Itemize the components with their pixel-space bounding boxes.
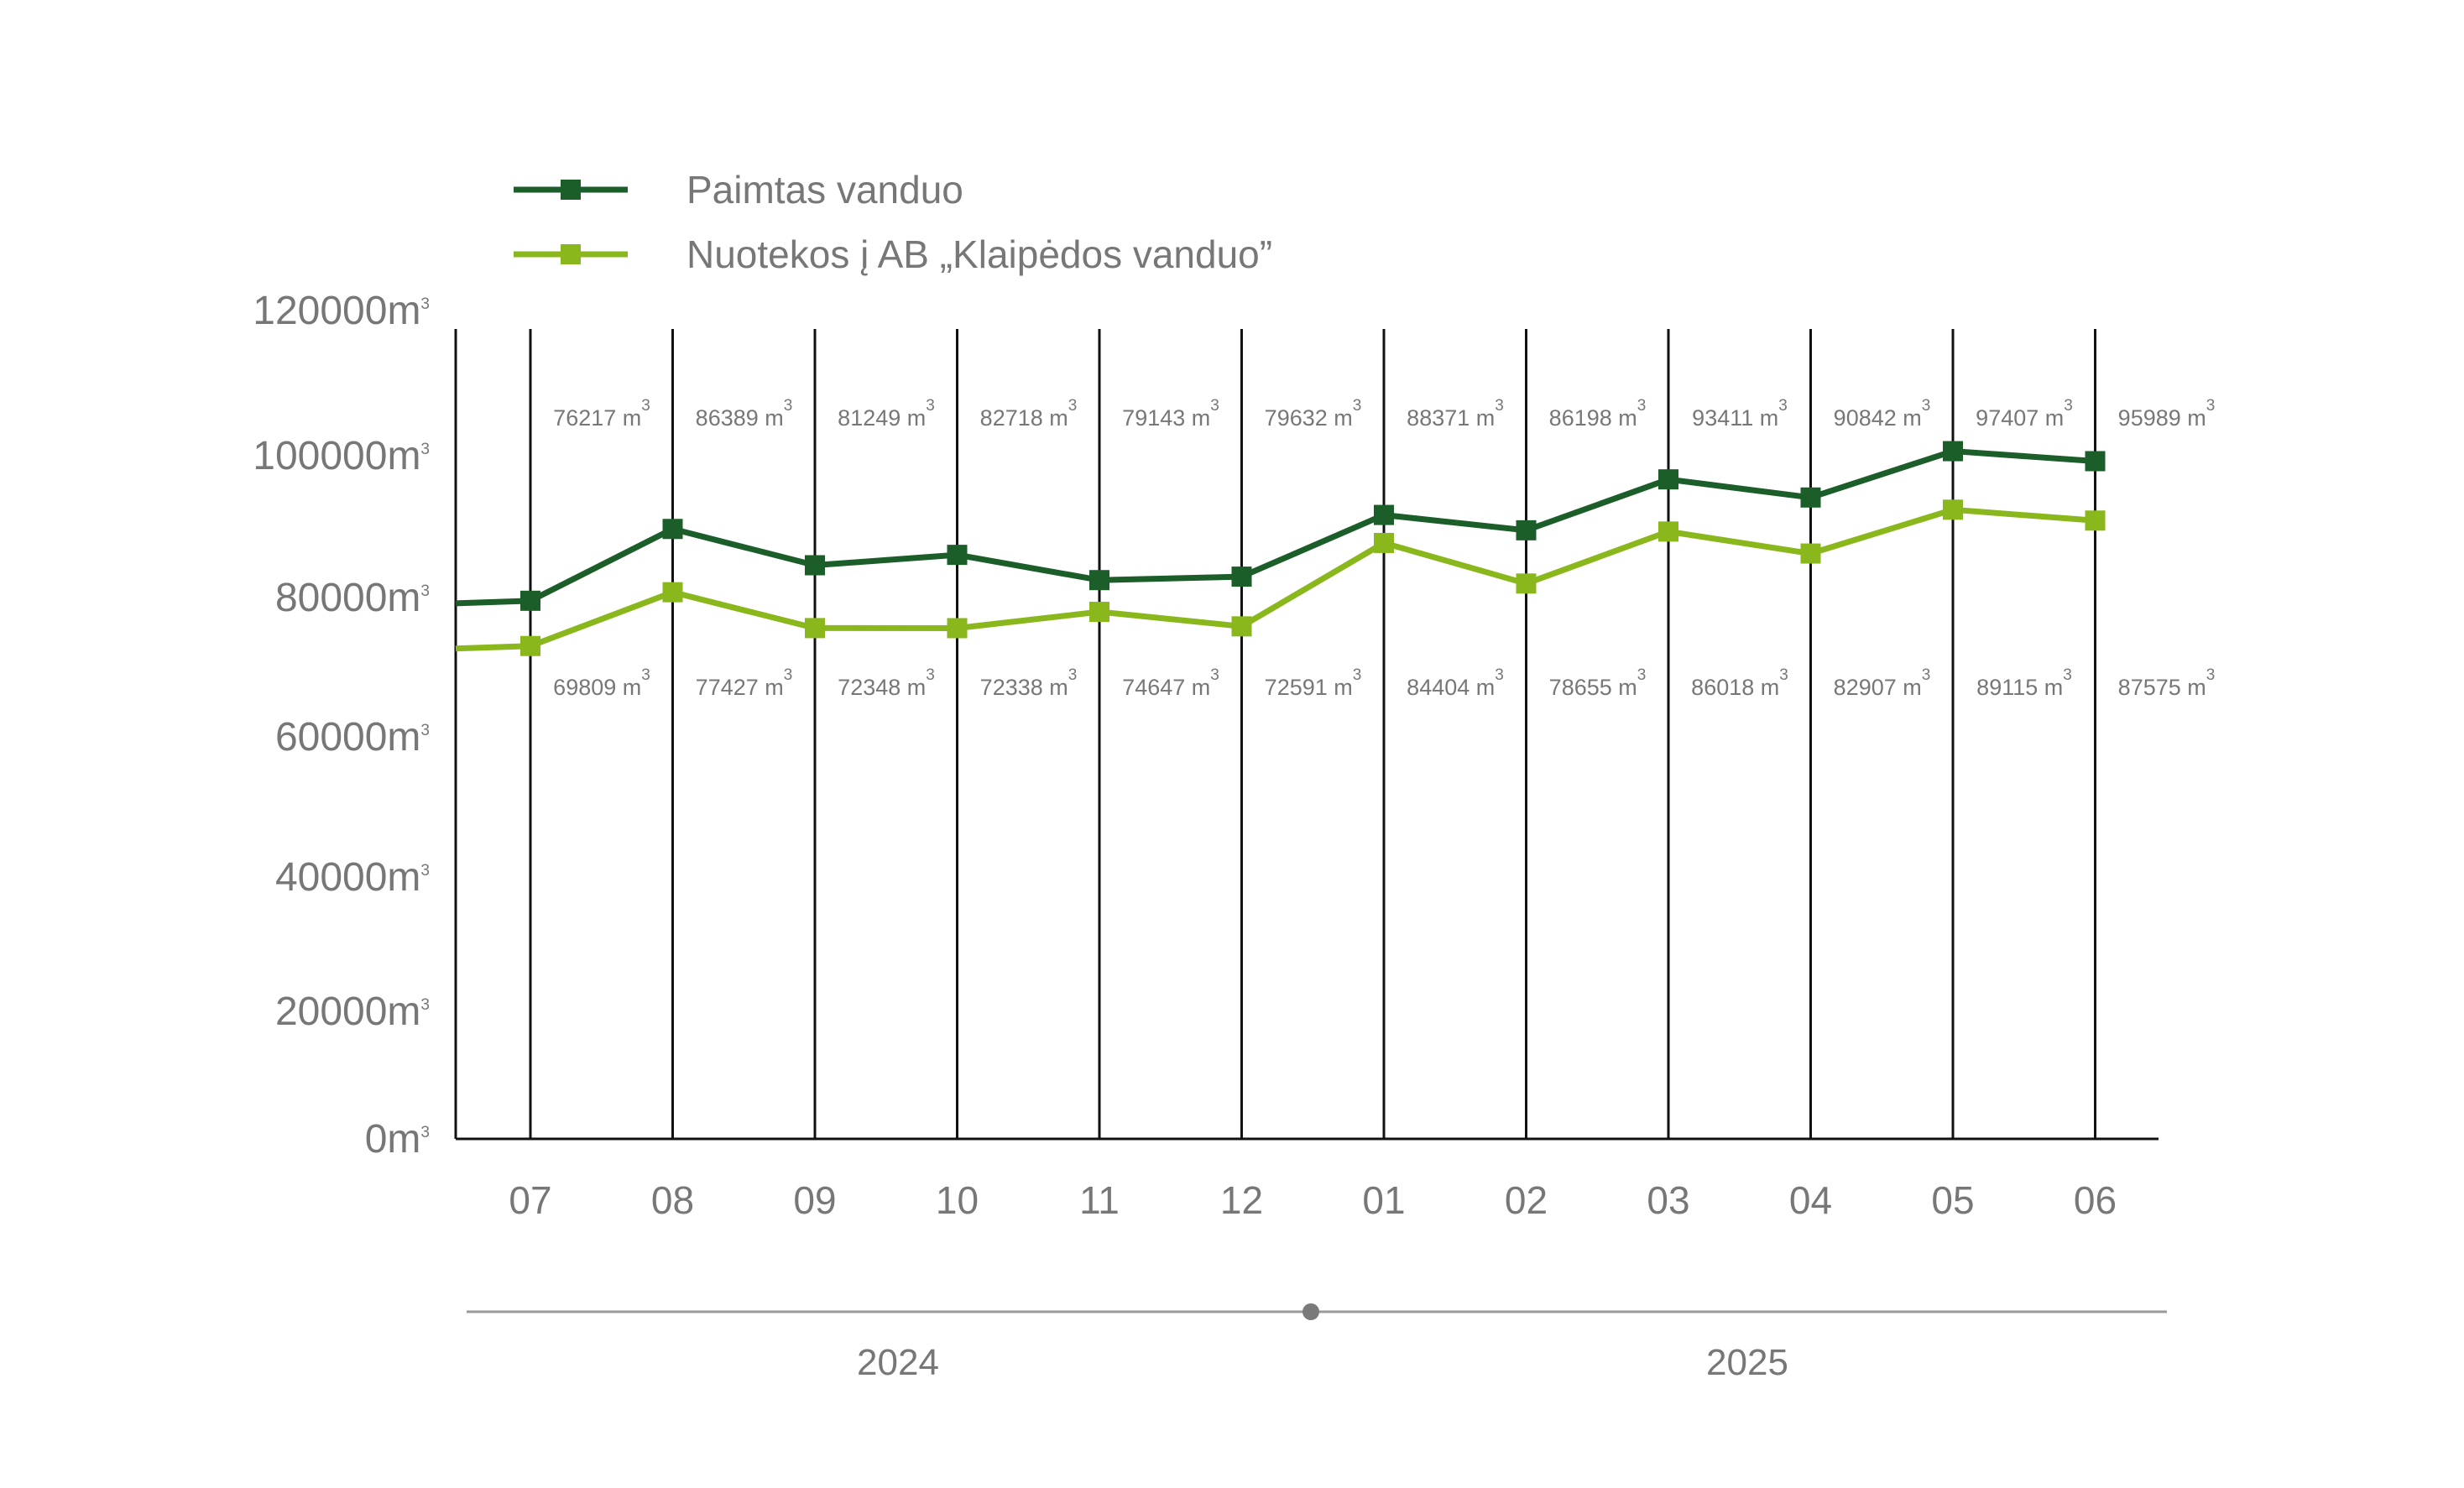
data-point — [1231, 616, 1252, 637]
data-point — [662, 582, 683, 603]
y-tick-label: 80000m3 — [275, 576, 430, 620]
data-point — [947, 618, 968, 639]
data-point — [2085, 451, 2106, 472]
data-label: 81249 m3 — [838, 397, 935, 431]
x-tick-label: 01 — [1362, 1178, 1405, 1222]
data-label: 84404 m3 — [1407, 666, 1504, 700]
data-label: 79143 m3 — [1122, 397, 1219, 431]
data-point — [1943, 441, 1963, 462]
series-line — [455, 448, 2096, 607]
series-layer — [455, 441, 2106, 656]
x-tick-label: 11 — [1079, 1178, 1120, 1222]
legend-label: Paimtas vanduo — [686, 168, 963, 211]
data-label: 86018 m3 — [1691, 666, 1788, 700]
data-label: 88371 m3 — [1407, 397, 1504, 431]
year-label: 2024 — [857, 1342, 939, 1383]
data-label: 82907 m3 — [1834, 666, 1931, 700]
y-tick-label: 0m3 — [365, 1117, 430, 1162]
data-point — [1943, 499, 1963, 520]
x-tick-label: 02 — [1505, 1178, 1548, 1222]
legend-marker — [561, 244, 581, 264]
data-point — [1374, 532, 1394, 553]
data-point — [662, 519, 683, 540]
data-point — [1800, 543, 1821, 564]
x-tick-label: 09 — [793, 1178, 836, 1222]
data-label: 72348 m3 — [838, 666, 935, 700]
year-divider-dot — [1302, 1303, 1319, 1320]
x-tick-label: 06 — [2074, 1178, 2117, 1222]
x-tick-label: 03 — [1647, 1178, 1689, 1222]
year-label: 2025 — [1706, 1342, 1788, 1383]
data-point — [1231, 566, 1252, 587]
data-labels: 76217 m3 86389 m3 81249 m3 82718 m3 79143 m3… — [553, 397, 2215, 700]
data-point — [947, 545, 968, 566]
y-tick-label: 120000m3 — [253, 289, 430, 333]
x-tick-label: 07 — [509, 1178, 551, 1222]
data-label: 76217 m3 — [553, 397, 650, 431]
data-label: 93411 m3 — [1692, 397, 1788, 431]
legend: Paimtas vanduo Nuotekos į AB „Klaipėdos v… — [514, 168, 1272, 276]
y-tick-label: 40000m3 — [275, 855, 430, 900]
x-tick-label: 12 — [1220, 1178, 1263, 1222]
year-axis: 2024 2025 — [467, 1303, 2167, 1383]
data-point — [1800, 487, 1821, 508]
data-point — [1374, 504, 1394, 525]
data-label: 72591 m3 — [1265, 666, 1362, 700]
x-tick-label: 08 — [651, 1178, 694, 1222]
x-tick-label: 10 — [936, 1178, 979, 1222]
data-point — [1089, 570, 1109, 591]
y-tick-label: 60000m3 — [275, 715, 430, 760]
data-point — [1658, 469, 1678, 490]
data-label: 77427 m3 — [696, 666, 793, 700]
data-point — [520, 590, 540, 611]
data-label: 79632 m3 — [1265, 397, 1362, 431]
data-label: 95989 m3 — [2118, 397, 2216, 431]
data-point — [805, 555, 825, 576]
data-point — [1516, 573, 1537, 594]
data-label: 74647 m3 — [1122, 666, 1219, 700]
series-line — [455, 506, 2096, 652]
x-tick-label: 05 — [1931, 1178, 1974, 1222]
x-axis: 07 08 09 10 11 12 01 02 03 04 05 06 — [456, 1137, 2159, 1222]
data-label: 90842 m3 — [1834, 397, 1931, 431]
y-tick-label: 100000m3 — [253, 434, 430, 478]
data-label: 86389 m3 — [696, 397, 793, 431]
data-point — [1516, 519, 1537, 540]
x-tick-label: 04 — [1789, 1178, 1832, 1222]
data-label: 86198 m3 — [1549, 397, 1647, 431]
data-label: 89115 m3 — [1976, 666, 2072, 700]
data-point — [805, 618, 825, 639]
data-point — [520, 635, 540, 656]
data-label: 87575 m3 — [2118, 666, 2216, 700]
data-point — [1089, 602, 1109, 623]
data-label: 69809 m3 — [553, 666, 650, 700]
vertical-gridlines — [529, 329, 2096, 1139]
y-tick-label: 20000m3 — [275, 989, 430, 1034]
data-label: 82718 m3 — [980, 397, 1078, 431]
data-point — [2085, 510, 2106, 531]
y-axis: 0m3 20000m3 40000m3 60000m3 80000m3 100000m3 1… — [253, 289, 457, 1162]
data-label: 72338 m3 — [980, 666, 1078, 700]
legend-label: Nuotekos į AB „Klaipėdos vanduo” — [686, 232, 1272, 276]
data-label: 97407 m3 — [1976, 397, 2073, 431]
data-label: 78655 m3 — [1549, 666, 1647, 700]
data-point — [1658, 521, 1678, 542]
legend-marker — [561, 180, 581, 200]
